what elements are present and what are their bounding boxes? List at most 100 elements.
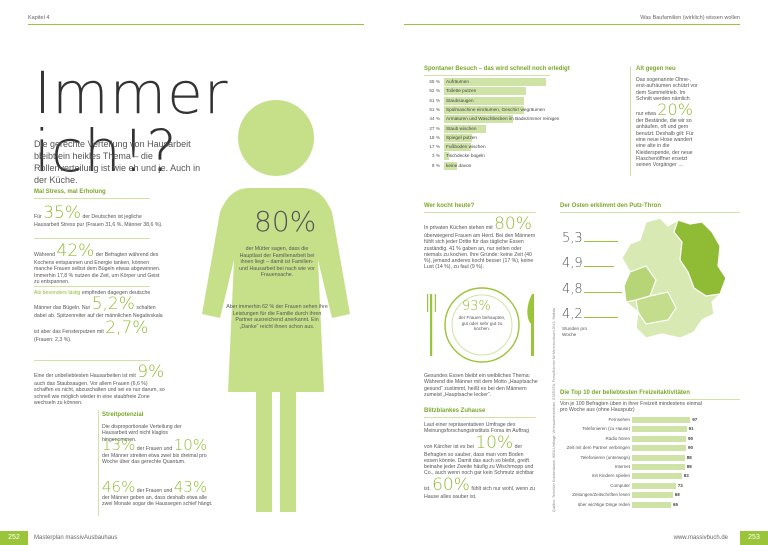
top10-label: Zeit mit dem Partner verbringen bbox=[566, 445, 630, 451]
headline: Immer ich!? bbox=[34, 59, 229, 185]
separator bbox=[630, 66, 631, 176]
stat-5-2: 5,2% bbox=[91, 294, 135, 315]
sources-column: Quellen: Techniker Krankenkasse, IKEA-Um… bbox=[552, 307, 558, 516]
alt-title: Alt gegen neu bbox=[636, 66, 676, 72]
separator bbox=[34, 360, 150, 361]
stat-10: 10% bbox=[173, 436, 208, 454]
left-page: Kapitel 4 Immer ich!? Die gerechte Verte… bbox=[0, 15, 364, 545]
spontan-row: 51 % Staubsaugen bbox=[424, 96, 546, 105]
wer-title: Wer kocht heute? bbox=[424, 203, 475, 209]
spontan-bar bbox=[444, 96, 525, 105]
spontan-title: Spontaner Besuch – das wird schnell noch… bbox=[424, 66, 570, 72]
top10-row: Telefonieren (zu Hause) 91 bbox=[560, 425, 694, 433]
top10-label: mit Kindern spielen bbox=[591, 473, 630, 479]
map-val-4: 4,2 bbox=[562, 307, 583, 322]
stat-10-clean: 10% bbox=[475, 432, 514, 453]
map-leader bbox=[584, 317, 618, 318]
top10-value: 88 bbox=[686, 464, 692, 469]
sources-text: Quellen: Techniker Krankenkasse, IKEA-Um… bbox=[552, 307, 556, 512]
top10-bar bbox=[632, 435, 686, 442]
stress-p3: Als besonders lästig empfinden dagegen d… bbox=[34, 290, 163, 343]
map-val-1: 5,3 bbox=[562, 231, 583, 246]
stat-9: 9% bbox=[137, 362, 165, 382]
stat-46: 46% bbox=[102, 478, 136, 496]
spontan-bar bbox=[444, 124, 487, 133]
streit-title: Streitpotenzial bbox=[102, 412, 144, 418]
spontan-row: 44 % Armaturen und Waschbecken im Badezim… bbox=[424, 115, 559, 124]
stat-13: 13% bbox=[102, 436, 136, 454]
spontan-row: 18 % Spiegel putzen bbox=[424, 133, 546, 142]
top10-label: Telefonieren (unterwegs) bbox=[580, 454, 630, 460]
blitz-text: Laut einer repräsentativen Umfrage des M… bbox=[424, 422, 536, 500]
spontan-pct: 44 % bbox=[429, 116, 440, 122]
top10-row: über wichtige Dinge reden 65 bbox=[560, 501, 690, 509]
top10-bar bbox=[632, 445, 686, 452]
spontan-label: Tischdecke bügeln bbox=[446, 153, 485, 159]
top10-bar bbox=[632, 464, 685, 470]
spontan-row: 17 % Fußboden wischen bbox=[424, 143, 546, 152]
spontan-pct: 51 % bbox=[429, 106, 440, 112]
germany-map-icon bbox=[621, 217, 727, 339]
spontan-pct: 51 % bbox=[429, 97, 440, 103]
spontan-bar bbox=[444, 105, 525, 114]
spontan-bar bbox=[444, 115, 514, 124]
separator bbox=[98, 410, 99, 516]
spontan-bar bbox=[444, 133, 473, 142]
top10-row: mit Kindern spielen 83 bbox=[560, 472, 690, 480]
spontan-label: Spiegel putzen bbox=[446, 134, 478, 140]
spontan-label: Staubsaugen bbox=[446, 97, 474, 103]
plate-text: der Frauen behaupten, gut oder sehr gut … bbox=[458, 315, 506, 332]
stress-p1: Für 35% der Deutschen ist jegliche Hausa… bbox=[34, 203, 163, 229]
spontan-label: Aufräumen bbox=[446, 79, 469, 84]
stress-title: Mal Stress, mal Erholung bbox=[34, 189, 106, 195]
stat-2-7: 2,7% bbox=[105, 317, 149, 338]
spontan-label: Fußboden wischen bbox=[446, 144, 486, 150]
alt-text: Das sogenannte Ohne-, erst-aufräumen sch… bbox=[636, 77, 698, 169]
figure-text-1: der Mütter sagen, dass die Hauptlast der… bbox=[239, 246, 315, 278]
top10-label: über wichtige Dinge reden bbox=[577, 501, 630, 507]
footer-left: Masterplan massivAusbauhaus bbox=[34, 535, 118, 541]
streit-p3: 46% der Frauen und 43% der Männer geben … bbox=[102, 478, 213, 508]
top10-row: Internet 88 bbox=[560, 463, 692, 471]
spontan-label: Spülmaschine einräumen, Geschirr wegräum… bbox=[446, 106, 546, 112]
top10-row: Computer 73 bbox=[560, 482, 690, 490]
top10-value: 83 bbox=[683, 473, 689, 479]
map-unit: Stunden pro Woche bbox=[562, 326, 588, 337]
right-header-title: Was Baufamilien (wirklich) wissen wollen bbox=[640, 15, 740, 21]
osten-title: Der Osten erklimmt den Putz-Thron bbox=[560, 203, 662, 209]
top10-label: Internet bbox=[614, 464, 630, 469]
spontan-label: Staub wischen bbox=[446, 125, 477, 131]
spontan-row: 65 % Aufräumen bbox=[424, 78, 546, 86]
spontan-label: Armaturen und Waschbecken im Badezimmer … bbox=[446, 116, 560, 122]
figure-stat-80: 80% bbox=[254, 205, 317, 238]
spontan-bar bbox=[444, 87, 526, 96]
top10-bar bbox=[632, 417, 691, 423]
wer-text-3: Gesundes Essen bleibt ein weibliches The… bbox=[424, 373, 538, 398]
page-number-right: 253 bbox=[740, 531, 768, 545]
top10-label: Telefonieren (zu Hause) bbox=[582, 426, 630, 432]
wer-text-1: In privaten Küchen stehen mit 80% überwi… bbox=[424, 214, 536, 271]
map-leader bbox=[584, 266, 614, 267]
top10-bar bbox=[632, 426, 687, 433]
plate-icon bbox=[427, 287, 534, 363]
woman-figure-icon bbox=[202, 100, 350, 512]
top10-value: 88 bbox=[686, 454, 692, 460]
top10-row: Zeit mit dem Partner verbringen 90 bbox=[560, 444, 694, 452]
chapter-label: Kapitel 4 bbox=[28, 15, 50, 21]
spontan-pct: 65 % bbox=[429, 79, 440, 84]
spontan-row: 52 % Toilette putzen bbox=[424, 87, 546, 96]
spontan-pct: 27 % bbox=[429, 125, 440, 131]
top10-value: 90 bbox=[688, 435, 694, 441]
top10-label: Radio hören bbox=[605, 435, 630, 441]
top10-value: 97 bbox=[692, 417, 698, 422]
top10-value: 90 bbox=[688, 445, 694, 451]
top10-label: Computer bbox=[610, 482, 630, 488]
spontan-pct: 8 % bbox=[431, 162, 440, 168]
top10-row: Fernsehen 97 bbox=[560, 416, 697, 424]
figure-text-2: Aber immerhin 62 % der Frauen sehen ihre… bbox=[226, 304, 328, 330]
spontan-pct: 17 % bbox=[429, 144, 440, 150]
intro-text: Die gerechte Verteilung von Hausarbeit b… bbox=[34, 139, 201, 185]
separator bbox=[34, 198, 150, 199]
spontan-label: keine davon bbox=[446, 162, 472, 168]
spontan-label: Toilette putzen bbox=[446, 88, 477, 94]
